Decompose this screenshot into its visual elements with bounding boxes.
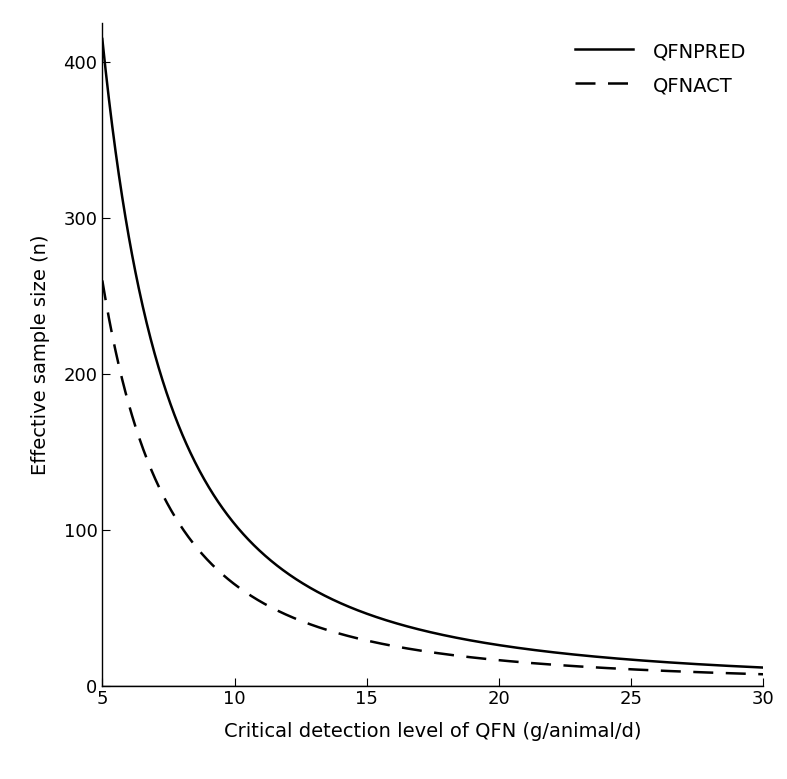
X-axis label: Critical detection level of QFN (g/animal/d): Critical detection level of QFN (g/anima… [224,722,641,742]
Legend: QFNPRED, QFNACT: QFNPRED, QFNACT [567,33,754,104]
Y-axis label: Effective sample size (n): Effective sample size (n) [31,234,50,474]
